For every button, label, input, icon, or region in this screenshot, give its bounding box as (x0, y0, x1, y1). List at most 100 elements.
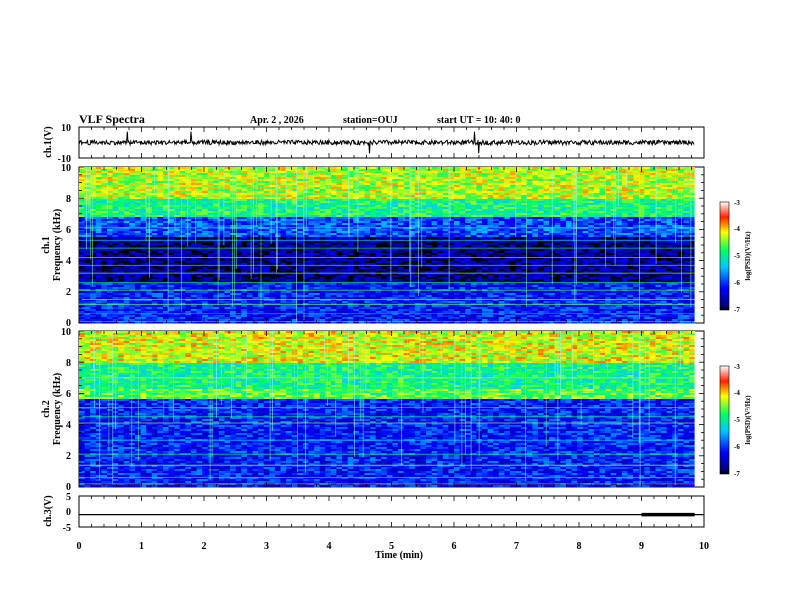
spec1-cell (308, 205, 315, 208)
spec1-cell (106, 223, 113, 226)
spec1-cell (504, 169, 511, 172)
spec1-cell (308, 171, 315, 174)
spec1-cell (689, 223, 696, 226)
spec1-cell (157, 255, 164, 258)
spec1-cell (515, 183, 522, 186)
spec1-cell (515, 219, 522, 222)
spec1-cell (106, 199, 113, 202)
spec1-cell (280, 243, 287, 246)
spec1-cell (168, 213, 175, 216)
spec1-cell (644, 217, 651, 220)
spec1-cell (207, 223, 214, 226)
spec1-cell (470, 203, 477, 206)
spec1-cell (174, 223, 181, 226)
spec1-cell (554, 193, 561, 196)
spec1-cell (263, 229, 270, 232)
spec1-cell (577, 233, 584, 236)
spec1-cell (291, 167, 298, 170)
spec1-cell (336, 185, 343, 188)
spec1-cell (101, 215, 108, 218)
spec1-cell (493, 209, 500, 212)
spec1-cell (543, 225, 550, 228)
spec1-cell (106, 231, 113, 234)
spec1-cell (319, 225, 326, 228)
spec1-cell (470, 229, 477, 232)
spec1-cell (274, 249, 281, 252)
spec1-cell (515, 203, 522, 206)
spec1-cell (599, 245, 606, 248)
spec1-cell (442, 203, 449, 206)
spec1-cell (666, 183, 673, 186)
spec1-cell (582, 243, 589, 246)
spec1-cell (481, 245, 488, 248)
spec1-cell (453, 213, 460, 216)
spec1-cell (560, 225, 567, 228)
spec1-cell (218, 167, 225, 170)
spec1-cell (134, 181, 141, 184)
spec1-cell (123, 193, 130, 196)
spec1-cell (190, 205, 197, 208)
spec1-cell (521, 177, 528, 180)
spec1-cell (129, 209, 136, 212)
spec1-cell (560, 195, 567, 198)
spec1-cell (151, 219, 158, 222)
spec1-cell (571, 241, 578, 244)
spec1-cell (425, 201, 432, 204)
spec1-cell (504, 205, 511, 208)
spec1-cell (532, 241, 539, 244)
spec1-cell (644, 189, 651, 192)
spec1-cell (162, 235, 169, 238)
spec1-cell (577, 225, 584, 228)
spec1-cell (526, 171, 533, 174)
spec1-cell (129, 257, 136, 260)
spec1-cell (577, 181, 584, 184)
spec1-cell (252, 201, 259, 204)
spec1-cell (280, 207, 287, 210)
spec1-cell (235, 215, 242, 218)
spec1-cell (302, 255, 309, 258)
spec1-cell (218, 223, 225, 226)
spec1-cell (370, 187, 377, 190)
ch1-waveform-line (78, 131, 695, 154)
spec1-cell (179, 221, 186, 224)
spec1-cell (498, 181, 505, 184)
spec1-cell (448, 173, 455, 176)
spec1-cell (101, 169, 108, 172)
spec1-cell (218, 197, 225, 200)
spec1-cell (370, 183, 377, 186)
spec1-cell (207, 241, 214, 244)
spec1-cell (235, 167, 242, 170)
spec1-cell (633, 235, 640, 238)
spec1-cell (577, 183, 584, 186)
spec1-cell (134, 167, 141, 170)
spec1-cell (375, 171, 382, 174)
spec1-cell (414, 235, 421, 238)
spec1-cell (364, 191, 371, 194)
spec1-cell (588, 215, 595, 218)
spec1-cell (616, 203, 623, 206)
spec1-cell (431, 183, 438, 186)
spec1-cell (481, 199, 488, 202)
spec1-cell (151, 203, 158, 206)
spec1-cell (554, 225, 561, 228)
spec1-cell (459, 193, 466, 196)
spec1-cell (577, 249, 584, 252)
spec1-cell (420, 177, 427, 180)
spec1-cell (246, 255, 253, 258)
spec1-cell (168, 231, 175, 234)
spec1-cell (252, 233, 259, 236)
spec1-cell (392, 251, 399, 254)
spec1-cell (442, 167, 449, 170)
spec1-cell (470, 181, 477, 184)
spec1-cell (213, 223, 220, 226)
spec1-cell (493, 193, 500, 196)
spec1-cell (649, 223, 656, 226)
spec1-cell (610, 241, 617, 244)
spec1-cell (308, 243, 315, 246)
spec1-cell (515, 169, 522, 172)
spec1-cell (644, 221, 651, 224)
spec1-cell (403, 215, 410, 218)
spec1-cell (241, 237, 248, 240)
spec1-cell (431, 187, 438, 190)
spec1-cell (79, 235, 85, 238)
